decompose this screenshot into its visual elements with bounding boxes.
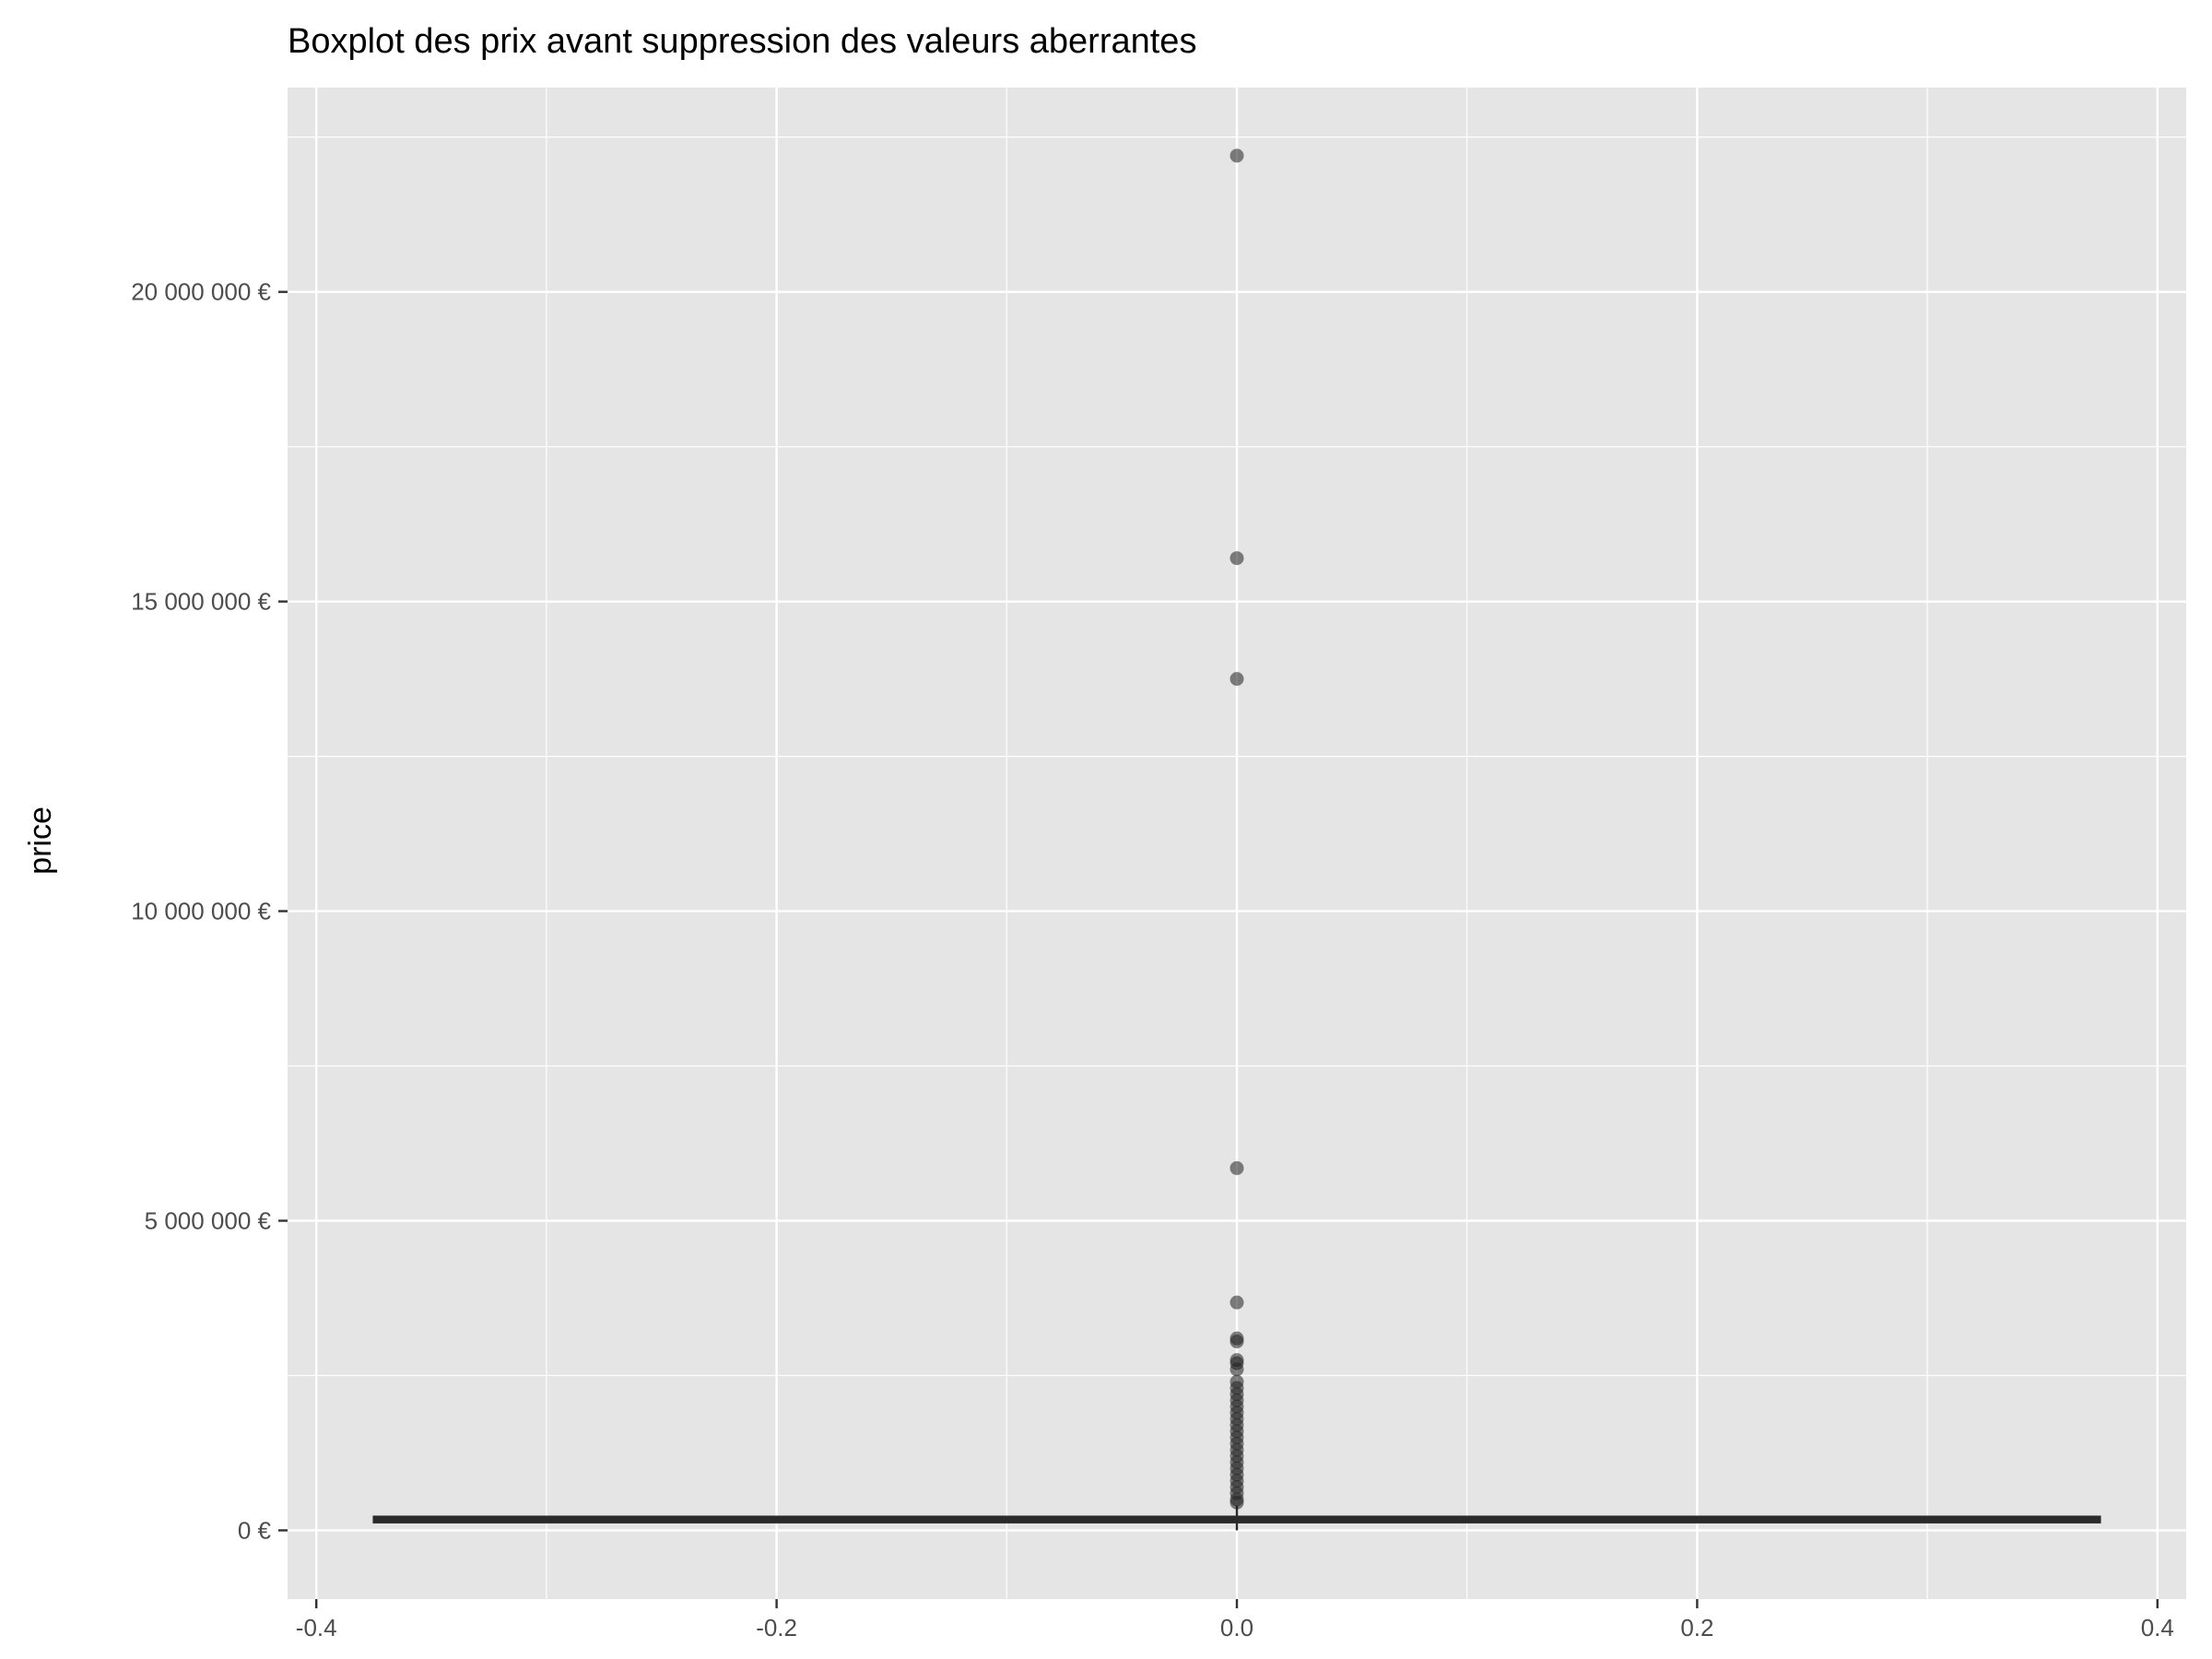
x-tick-label: -0.2	[756, 1614, 797, 1641]
outlier-point	[1230, 1295, 1244, 1310]
outlier-point	[1230, 1160, 1244, 1175]
x-tick-label: -0.4	[296, 1614, 337, 1641]
y-tick-label: 20 000 000 €	[131, 278, 271, 306]
y-tick-label: 0 €	[238, 1516, 272, 1544]
boxplot-marks	[372, 148, 2101, 1531]
y-tick-label: 5 000 000 €	[145, 1206, 272, 1234]
y-tick-label: 15 000 000 €	[131, 588, 271, 616]
y-tick-label: 10 000 000 €	[131, 898, 271, 925]
x-tick-label: 0.2	[1680, 1614, 1713, 1641]
outlier-point	[1230, 1335, 1244, 1349]
x-tick-label: 0.0	[1220, 1614, 1253, 1641]
outlier-point	[1230, 551, 1244, 566]
chart-title: Boxplot des prix avant suppression des v…	[288, 22, 1196, 61]
y-axis-title: price	[23, 806, 58, 875]
outlier-point	[1230, 148, 1244, 163]
outlier-point	[1230, 1495, 1244, 1510]
y-axis: 0 € 5 000 000 € 10 000 000 € 15 000 000 € 20…	[131, 278, 288, 1544]
outlier-point	[1230, 1362, 1244, 1377]
outlier-point	[1230, 672, 1244, 687]
x-axis: -0.4 -0.2 0.0 0.2 0.4	[296, 1599, 2174, 1641]
x-tick-label: 0.4	[2141, 1614, 2174, 1641]
